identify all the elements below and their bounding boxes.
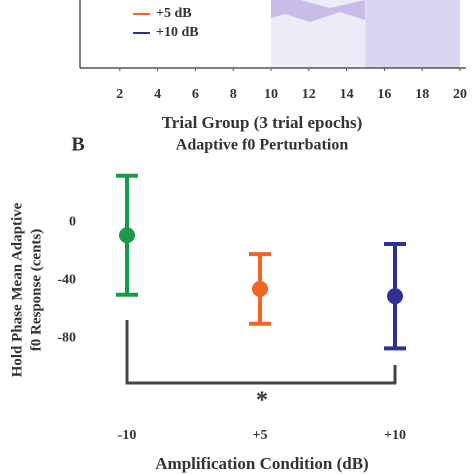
x-axis-label: Trial Group (3 trial epochs) xyxy=(162,113,363,132)
significance-bracket xyxy=(125,320,397,385)
x-tick-label: 20 xyxy=(453,87,467,102)
x-tick-label: 16 xyxy=(377,87,391,102)
x-tick-label: 4 xyxy=(154,87,161,102)
x-axis-label: Amplification Condition (dB) xyxy=(155,454,368,473)
chart-title: Adaptive f0 Perturbation xyxy=(176,137,349,154)
x-tick-label: 10 xyxy=(264,87,278,102)
x-tick-label: 2 xyxy=(116,87,123,102)
mean-marker xyxy=(119,227,135,244)
panel-label: B xyxy=(71,134,84,156)
significance-star: * xyxy=(256,388,268,414)
area-shape xyxy=(271,0,365,22)
mean-marker xyxy=(387,288,403,305)
x-tick-label: 18 xyxy=(415,87,429,102)
y-tick-label: 0 xyxy=(69,214,76,229)
x-tick-label: +10 xyxy=(384,428,406,443)
y-tick-label: -40 xyxy=(57,272,76,287)
x-tick-label: -10 xyxy=(118,428,137,443)
x-tick-label: 12 xyxy=(302,87,316,102)
mean-marker xyxy=(252,280,268,297)
x-tick-label: +5 xyxy=(253,428,268,443)
x-tick-label: 6 xyxy=(192,87,199,102)
legend-label: +5 dB xyxy=(156,6,192,21)
legend-label: +10 dB xyxy=(156,25,199,40)
shaded-span xyxy=(365,0,460,68)
y-tick-label: -80 xyxy=(57,330,76,345)
y-axis-label: f0 Response (cents) xyxy=(28,229,44,351)
y-axis-label: Hold Phase Mean Adaptive xyxy=(9,202,25,377)
x-tick-label: 14 xyxy=(340,87,354,102)
x-tick-label: 8 xyxy=(230,87,237,102)
